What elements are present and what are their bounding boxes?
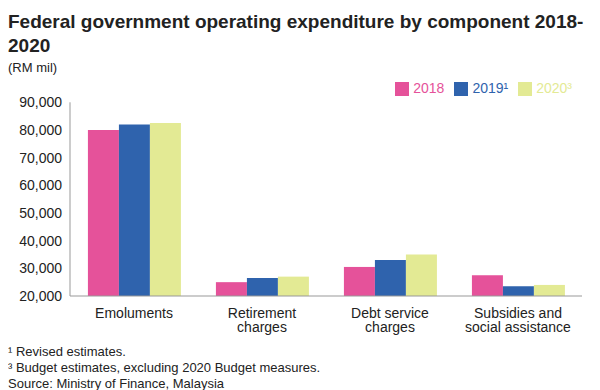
- html-text:Source: Ministry of Finance, M: Source: Ministry of Finance, Malaysia: [8, 376, 224, 390]
- svg-text:90,000: 90,000: [19, 94, 62, 110]
- html-text:2020³: 2020³: [536, 80, 572, 96]
- svg-text:40,000: 40,000: [19, 233, 62, 249]
- html-text:2018: 2018: [413, 80, 445, 96]
- html-text:(RM mil): (RM mil): [8, 60, 58, 75]
- svg-text:Emoluments: Emoluments: [95, 305, 173, 321]
- svg-text:70,000: 70,000: [19, 150, 62, 166]
- svg-text:60,000: 60,000: [19, 177, 62, 193]
- html-text:2019¹: 2019¹: [472, 80, 509, 96]
- svg-text:80,000: 80,000: [19, 122, 62, 138]
- html-text:Federal government operating e: Federal government operating expenditure…: [8, 11, 584, 56]
- svg-text:Subsidies andsocial assistance: Subsidies andsocial assistance: [465, 305, 571, 335]
- html-text:³ Budget estimates, excluding: ³ Budget estimates, excluding 2020 Budge…: [8, 360, 321, 375]
- svg-text:Debt servicecharges: Debt servicecharges: [351, 305, 429, 335]
- svg-text:Retirementcharges: Retirementcharges: [228, 305, 297, 335]
- html-text:¹ Revised estimates.: ¹ Revised estimates.: [8, 344, 126, 359]
- svg-text:50,000: 50,000: [19, 205, 62, 221]
- svg-text:30,000: 30,000: [19, 260, 62, 276]
- svg-text:20,000: 20,000: [19, 288, 62, 304]
